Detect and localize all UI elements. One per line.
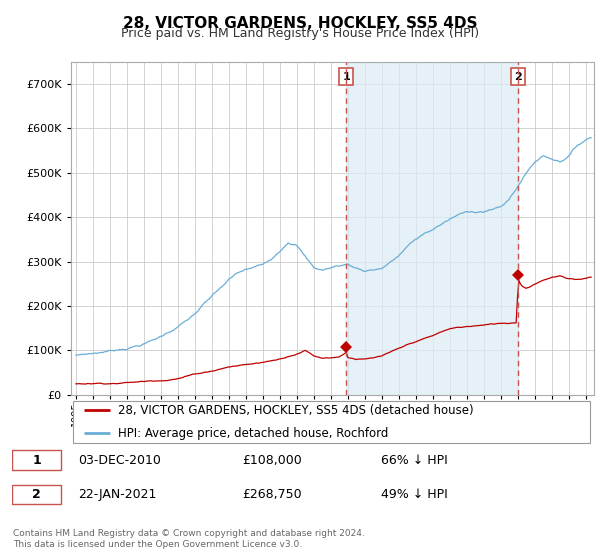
Text: 2: 2 [515,72,522,82]
Text: 22-JAN-2021: 22-JAN-2021 [78,488,157,501]
FancyBboxPatch shape [12,450,61,470]
Text: £268,750: £268,750 [242,488,302,501]
FancyBboxPatch shape [12,485,61,504]
Text: 1: 1 [32,454,41,466]
Text: 66% ↓ HPI: 66% ↓ HPI [380,454,448,466]
Text: £108,000: £108,000 [242,454,302,466]
Text: 03-DEC-2010: 03-DEC-2010 [78,454,161,466]
Text: Contains HM Land Registry data © Crown copyright and database right 2024.
This d: Contains HM Land Registry data © Crown c… [13,529,365,549]
Text: 49% ↓ HPI: 49% ↓ HPI [380,488,448,501]
Text: HPI: Average price, detached house, Rochford: HPI: Average price, detached house, Roch… [118,427,388,440]
Text: 2: 2 [32,488,41,501]
Text: 28, VICTOR GARDENS, HOCKLEY, SS5 4DS: 28, VICTOR GARDENS, HOCKLEY, SS5 4DS [123,16,477,31]
Text: Price paid vs. HM Land Registry's House Price Index (HPI): Price paid vs. HM Land Registry's House … [121,27,479,40]
Text: 28, VICTOR GARDENS, HOCKLEY, SS5 4DS (detached house): 28, VICTOR GARDENS, HOCKLEY, SS5 4DS (de… [118,404,473,417]
FancyBboxPatch shape [73,401,590,444]
Bar [346,62,518,395]
Text: 1: 1 [343,72,350,82]
